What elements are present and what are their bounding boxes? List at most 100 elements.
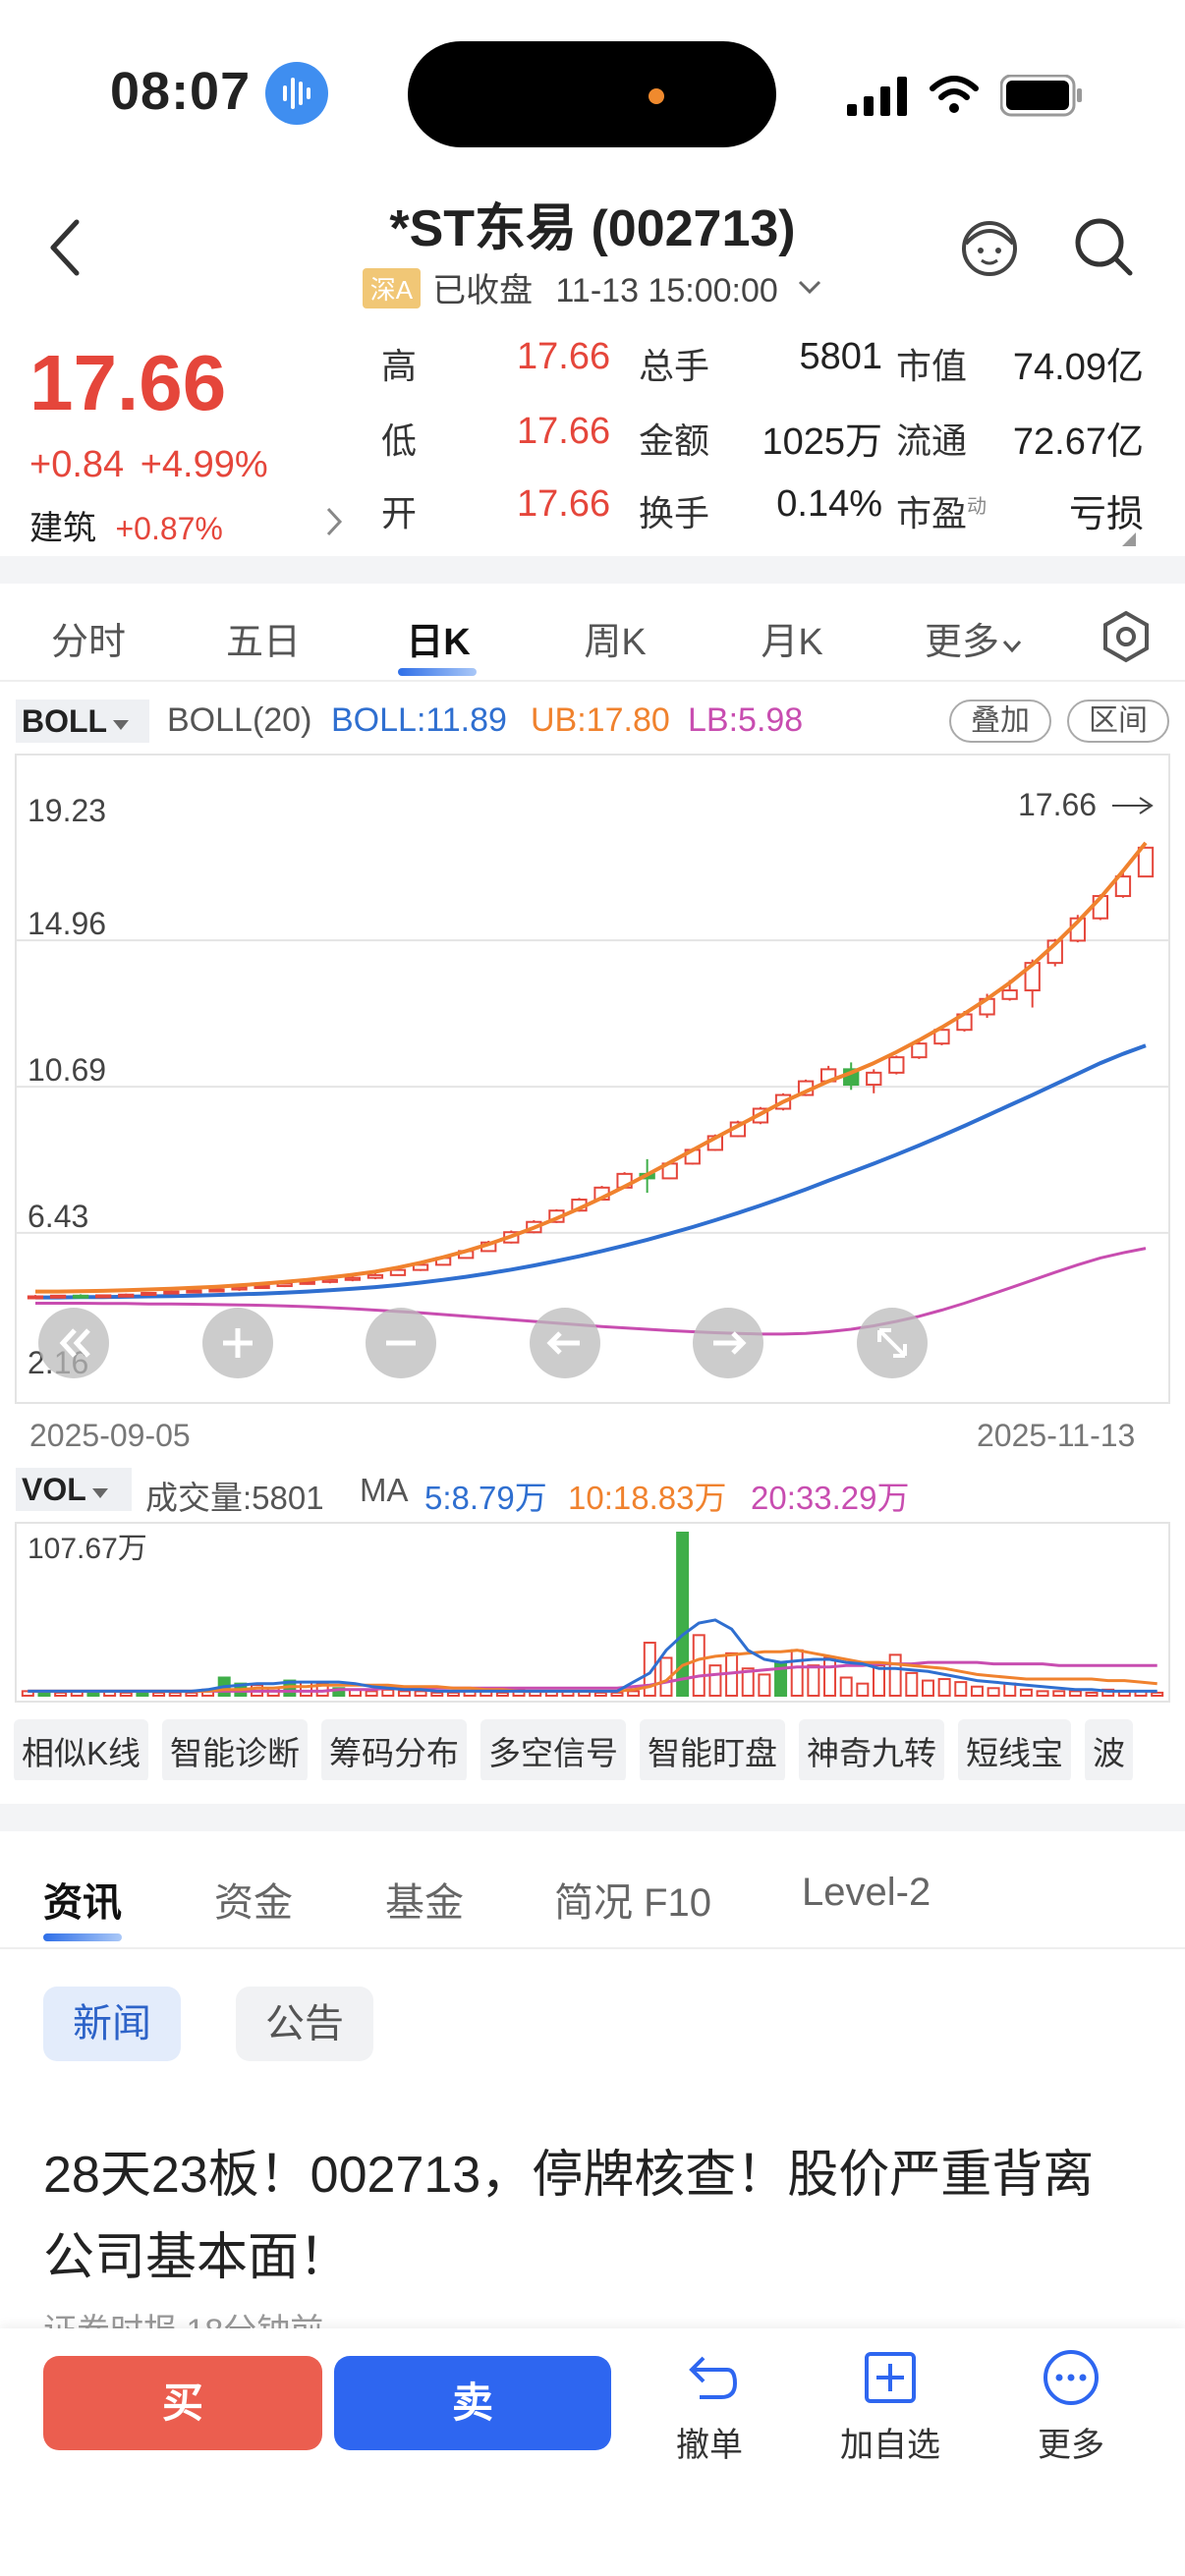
chart-frame <box>15 754 1170 1404</box>
volume-bar <box>152 1691 166 1697</box>
expand-corner-icon[interactable] <box>1120 531 1138 548</box>
chevron-down-icon <box>799 280 821 295</box>
chart-settings-icon[interactable] <box>1099 609 1154 664</box>
volume-bar <box>692 1634 705 1698</box>
indicator-selector[interactable]: BOLL <box>16 700 149 743</box>
volume-bar <box>937 1678 951 1697</box>
sell-button[interactable]: 卖 <box>334 2356 611 2450</box>
news-headline[interactable]: 28天23板！002713，停牌核查！股价严重背离公司基本面！ <box>43 2147 1095 2286</box>
add-watchlist-button[interactable]: 加自选 <box>821 2348 959 2466</box>
chevron-down-icon <box>1002 641 1022 653</box>
cellular-signal-icon <box>847 77 907 116</box>
volume-bar <box>300 1681 312 1697</box>
vol-ma5: 5:8.79万 <box>424 1480 547 1516</box>
volume-bar <box>873 1664 885 1697</box>
turnover-rate-label: 换手 <box>639 493 710 533</box>
volume-bar <box>856 1682 870 1697</box>
volume-bar <box>741 1667 755 1697</box>
candle <box>141 1292 157 1297</box>
tool-smart-diagnosis[interactable]: 智能诊断 <box>162 1719 309 1780</box>
float-cap-label: 流通 <box>896 420 968 461</box>
candle <box>1137 846 1155 878</box>
boll-ub: UB:17.80 <box>531 701 670 739</box>
tool-short-term[interactable]: 短线宝 <box>958 1719 1072 1780</box>
candle <box>95 1294 112 1299</box>
cancel-order-button[interactable]: 撤单 <box>641 2348 778 2466</box>
tool-similar-k[interactable]: 相似K线 <box>14 1719 149 1780</box>
tab-fund[interactable]: 基金 <box>385 1881 464 1925</box>
volume-bar <box>168 1691 182 1697</box>
tab-profile-f10[interactable]: 简况 F10 <box>554 1881 712 1925</box>
more-actions-label: 更多 <box>1038 2427 1104 2464</box>
clock: 08:07 <box>110 62 252 121</box>
boll-param: BOLL(20) <box>167 701 312 739</box>
zoom-in-icon[interactable] <box>201 1307 274 1379</box>
pan-left-icon[interactable] <box>529 1307 601 1379</box>
fullscreen-icon[interactable] <box>856 1307 929 1379</box>
tab-news-info[interactable]: 资讯 <box>43 1881 122 1925</box>
zoom-out-icon[interactable] <box>365 1307 437 1379</box>
candle <box>888 1055 905 1075</box>
pill-news[interactable]: 新闻 <box>43 1987 181 2061</box>
tab-more[interactable]: 更多 <box>910 611 1038 665</box>
search-icon[interactable] <box>1073 216 1134 277</box>
boll-mid-line <box>35 1043 1147 1300</box>
tab-weekly-k[interactable]: 周K <box>584 622 647 663</box>
tab-monthly-k[interactable]: 月K <box>761 622 823 663</box>
more-actions-button[interactable]: 更多 <box>1002 2348 1140 2466</box>
vol-ma20: 20:33.29万 <box>751 1480 910 1516</box>
pe-value: 亏损 <box>1068 494 1144 535</box>
volume-chart[interactable]: 107.67万 <box>0 1519 1185 1706</box>
volume-bar <box>1085 1691 1099 1697</box>
volume-bar <box>185 1691 198 1697</box>
range-button[interactable]: 区间 <box>1067 700 1169 743</box>
chevron-right-icon[interactable] <box>324 505 344 538</box>
high-value: 17.66 <box>517 336 611 377</box>
arrow-right-icon <box>1112 797 1154 814</box>
vol-ma10-line <box>28 1649 1157 1693</box>
price-change: +0.84 +4.99% <box>29 444 268 486</box>
volume-indicator-selector[interactable]: VOL <box>16 1468 132 1511</box>
volume-bar <box>839 1676 853 1697</box>
trading-status: 已收盘 <box>432 272 534 309</box>
pan-right-icon[interactable] <box>692 1307 764 1379</box>
caret-down-icon <box>113 720 130 730</box>
back-chevron-icon[interactable] <box>45 216 85 279</box>
tool-bull-bear-signal[interactable]: 多空信号 <box>480 1719 627 1780</box>
ma-label: MA <box>360 1472 409 1508</box>
pe-dynamic-mark: 动 <box>967 496 988 518</box>
assistant-avatar-icon[interactable] <box>957 214 1022 279</box>
tool-magic-nine[interactable]: 神奇九转 <box>799 1719 945 1780</box>
volume-bar <box>54 1691 68 1697</box>
overlay-button[interactable]: 叠加 <box>949 700 1051 743</box>
tool-wave[interactable]: 波 <box>1085 1719 1134 1780</box>
volume-bar <box>1151 1691 1164 1697</box>
stock-header: *ST东易 (002713) 深A 已收盘 11-13 15:00:00 <box>0 187 1185 324</box>
pill-announcement[interactable]: 公告 <box>236 1987 373 2061</box>
tab-five-day[interactable]: 五日 <box>225 622 301 663</box>
quote-panel: 17.66 +0.84 +4.99% 建筑 +0.87% 高 17.66 总手 … <box>0 324 1185 560</box>
volume-top-tick: 107.67万 <box>28 1533 147 1565</box>
volume-bar <box>758 1673 771 1697</box>
volume-bar <box>1036 1690 1049 1697</box>
candle <box>72 1294 89 1299</box>
trade-action-bar: 买 卖 撤单 加自选 更多 <box>0 2328 1185 2576</box>
sector-row[interactable]: 建筑 +0.87% <box>29 501 223 549</box>
volume-bar <box>430 1691 444 1697</box>
scroll-start-icon[interactable] <box>37 1307 110 1379</box>
tool-chip-distribution[interactable]: 筹码分布 <box>321 1719 468 1780</box>
volume-bar <box>970 1685 984 1697</box>
tab-daily-k[interactable]: 日K <box>406 622 471 663</box>
volume-bar <box>381 1688 395 1697</box>
tab-intraday[interactable]: 分时 <box>50 622 126 663</box>
tab-level2[interactable]: Level-2 <box>802 1871 931 1914</box>
last-price-marker: 17.66 <box>1018 787 1097 822</box>
volume-bar <box>1068 1690 1082 1697</box>
tab-capital[interactable]: 资金 <box>214 1881 293 1925</box>
change-percent: +4.99% <box>140 444 268 485</box>
float-cap-value: 72.67亿 <box>1012 421 1144 463</box>
market-status-row[interactable]: 深A 已收盘 11-13 15:00:00 <box>0 263 1185 311</box>
buy-button[interactable]: 买 <box>43 2356 322 2450</box>
tool-smart-monitor[interactable]: 智能盯盘 <box>640 1719 786 1780</box>
